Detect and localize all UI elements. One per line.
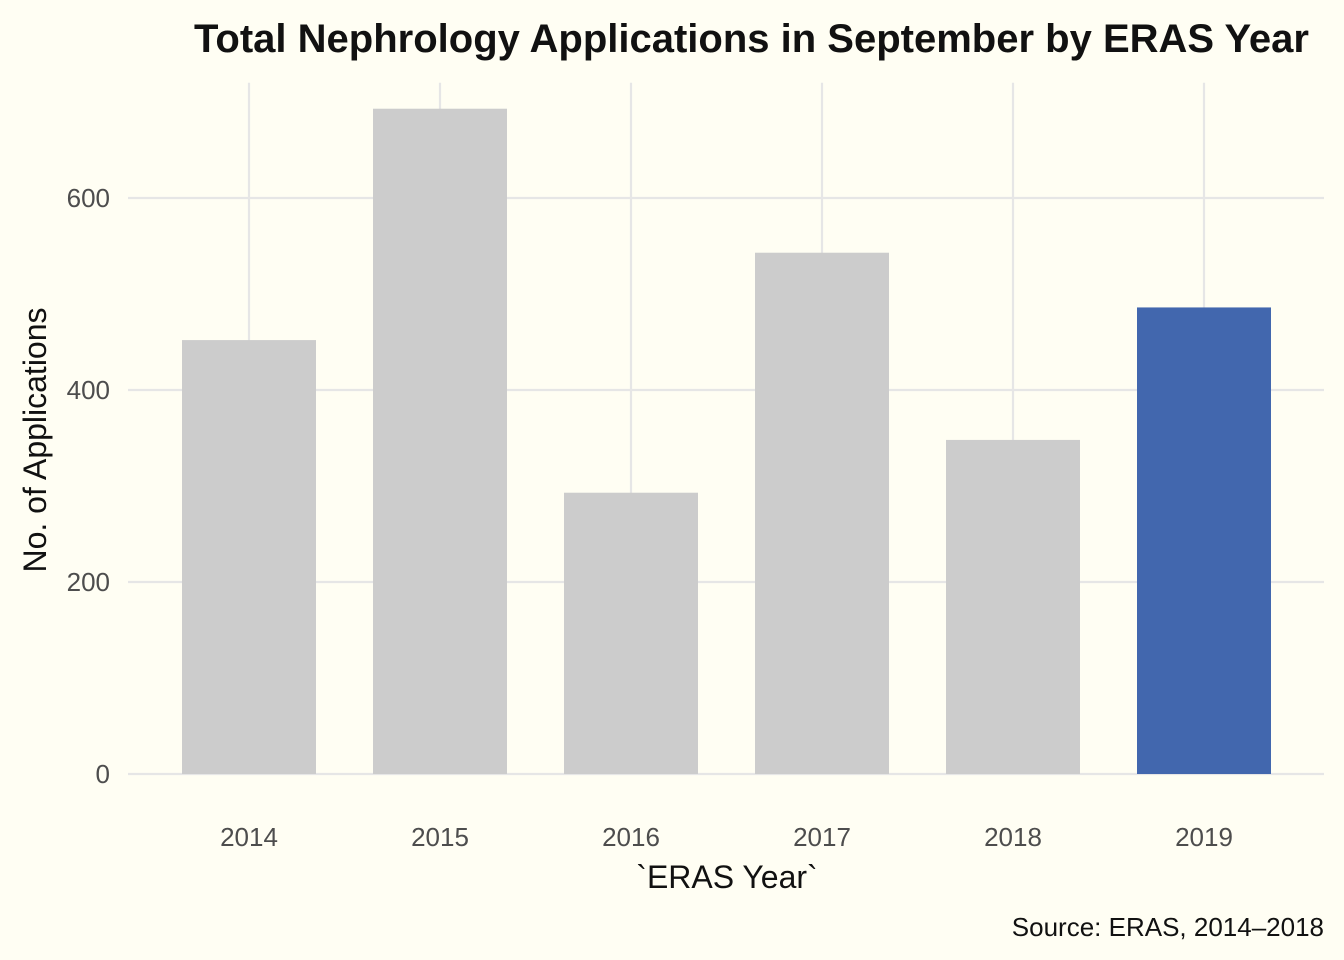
source-caption: Source: ERAS, 2014–2018 [1012,912,1324,942]
x-tick-label: 2016 [602,822,660,852]
chart-title: Total Nephrology Applications in Septemb… [194,17,1309,61]
x-axis-title: `ERAS Year` [636,859,817,895]
bar-2018 [946,439,1080,774]
bar-2017 [755,252,889,775]
bar-2015 [373,108,507,775]
x-tick-label: 2014 [220,822,278,852]
y-tick-label: 0 [96,759,110,789]
x-tick-label: 2018 [984,822,1042,852]
bar-2016 [564,492,698,774]
bar-2019 [1137,307,1271,774]
x-tick-label: 2019 [1175,822,1233,852]
y-axis-title: No. of Applications [17,307,53,572]
y-tick-label: 400 [67,375,110,405]
y-tick-label: 600 [67,183,110,213]
bars [182,108,1271,775]
x-tick-label: 2015 [411,822,469,852]
bar-2014 [182,340,316,774]
y-tick-label: 200 [67,567,110,597]
y-tick-labels: 0 200 400 600 [67,183,110,789]
x-tick-labels: 2014 2015 2016 2017 2018 2019 [220,822,1233,852]
x-tick-label: 2017 [793,822,851,852]
